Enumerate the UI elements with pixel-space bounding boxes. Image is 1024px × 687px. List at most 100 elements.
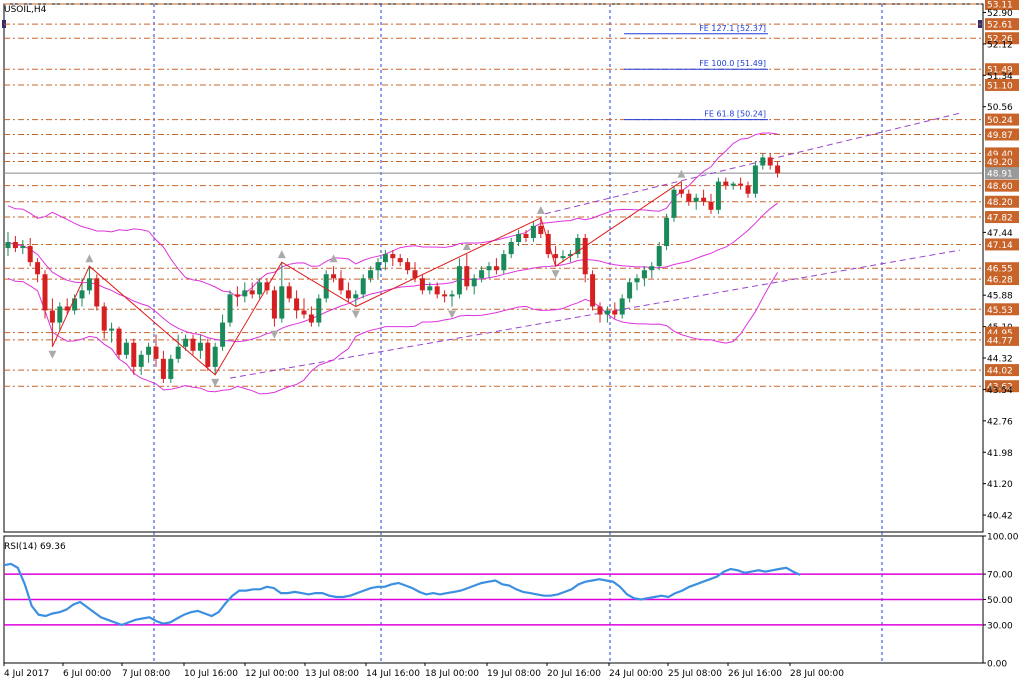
- rsi-title: RSI(14) 69.36: [4, 542, 66, 552]
- level-label: 49.20: [987, 158, 1013, 168]
- candle-body: [678, 189, 684, 194]
- price-tick-label: 45.88: [987, 292, 1013, 302]
- candle-body: [168, 358, 174, 379]
- time-tick-label: 24 Jul 00:00: [609, 669, 663, 679]
- candle-body: [190, 338, 196, 351]
- candle-body: [442, 294, 448, 297]
- candle-body: [360, 278, 366, 295]
- candle-body: [590, 274, 596, 307]
- level-label-bg: [985, 303, 1019, 316]
- candle-body: [20, 246, 26, 249]
- candle-body: [175, 346, 181, 359]
- candle-body: [745, 185, 751, 194]
- price-tick-label: 47.44: [987, 229, 1013, 239]
- zigzag-line: [51, 181, 682, 376]
- fractal-up-marker: [677, 169, 686, 178]
- fractal-down-marker: [211, 378, 220, 387]
- level-label: 51.49: [987, 66, 1013, 76]
- candle-body: [767, 157, 773, 166]
- candle-body: [508, 242, 514, 255]
- candle-body: [79, 290, 85, 299]
- candle-body: [86, 278, 92, 291]
- candle-body: [427, 286, 433, 291]
- fractal-down-marker: [551, 270, 560, 279]
- candle-body: [715, 181, 721, 210]
- candle-body: [153, 346, 159, 359]
- time-tick-label: 18 Jul 00:00: [425, 669, 479, 679]
- candle-body: [752, 165, 758, 194]
- level-label: 44.02: [987, 367, 1013, 377]
- fractal-up-marker: [85, 254, 94, 263]
- bollinger-lower-band: [7, 272, 779, 395]
- price-tick-label: 42.76: [987, 417, 1013, 427]
- candle-body: [205, 342, 211, 367]
- candle-body: [701, 197, 707, 202]
- level-label-bg: [985, 380, 1019, 393]
- level-label: 47.82: [987, 214, 1013, 224]
- candle-body: [738, 183, 744, 186]
- candle-body: [308, 314, 314, 323]
- candle-body: [412, 270, 418, 279]
- fractal-up-marker: [462, 242, 471, 251]
- fractal-up-marker: [536, 205, 545, 214]
- price-tick-label: 52.90: [987, 9, 1013, 19]
- channel-upper-line: [544, 112, 961, 215]
- candle-body: [545, 233, 551, 255]
- price-tick-label: 43.54: [987, 386, 1013, 396]
- candle-body: [553, 254, 559, 259]
- level-label-bg: [985, 113, 1019, 126]
- candle-body: [671, 189, 677, 218]
- level-label-bg: [985, 364, 1019, 377]
- candle-body: [523, 233, 529, 238]
- level-label-bg: [985, 128, 1019, 141]
- candle-body: [12, 242, 18, 249]
- candle-body: [242, 290, 248, 297]
- rsi-tick-label: 50.00: [987, 596, 1013, 606]
- candle-body: [397, 258, 403, 263]
- level-label: 43.62: [987, 383, 1013, 393]
- candle-body: [294, 298, 300, 311]
- time-tick-label: 13 Jul 08:00: [305, 669, 359, 679]
- current-price-label: 48.91: [987, 170, 1013, 180]
- candle-body: [27, 246, 33, 263]
- candle-body: [257, 282, 263, 295]
- candle-body: [57, 306, 63, 323]
- candle-body: [686, 193, 692, 202]
- candle-body: [49, 310, 55, 323]
- fe-level-label: FE 61.8 [50.24]: [704, 110, 766, 119]
- level-label-bg: [985, 238, 1019, 251]
- candle-body: [575, 237, 581, 255]
- level-label: 47.14: [987, 241, 1013, 251]
- candle-body: [146, 346, 152, 355]
- candle-body: [101, 306, 107, 331]
- price-tick-label: 52.12: [987, 40, 1013, 50]
- candle-body: [249, 290, 255, 295]
- level-label: 48.20: [987, 198, 1013, 208]
- fractal-up-marker: [329, 254, 338, 263]
- level-label: 49.40: [987, 150, 1013, 160]
- candle-body: [368, 270, 374, 279]
- level-label-bg: [985, 179, 1019, 192]
- candle-body: [234, 294, 240, 297]
- time-tick-label: 20 Jul 16:00: [547, 669, 601, 679]
- level-label-bg: [985, 78, 1019, 91]
- level-label-bg: [985, 262, 1019, 275]
- fe-level-label: FE 127.1 [52.37]: [699, 24, 766, 33]
- candle-body: [382, 254, 388, 263]
- time-tick-label: 28 Jul 00:00: [790, 669, 844, 679]
- level-label: 46.28: [987, 276, 1013, 286]
- price-tick-label: 41.98: [987, 449, 1013, 459]
- level-label-bg: [985, 18, 1019, 31]
- level-label: 46.55: [987, 265, 1013, 275]
- fractal-down-marker: [270, 330, 279, 339]
- candle-body: [345, 290, 351, 299]
- time-tick-label: 4 Jul 2017: [4, 669, 49, 679]
- time-tick-label: 19 Jul 08:00: [487, 669, 541, 679]
- candle-body: [183, 338, 189, 347]
- candle-body: [493, 266, 499, 271]
- candle-body: [338, 278, 344, 291]
- candle-body: [390, 254, 396, 259]
- candle-body: [723, 181, 729, 186]
